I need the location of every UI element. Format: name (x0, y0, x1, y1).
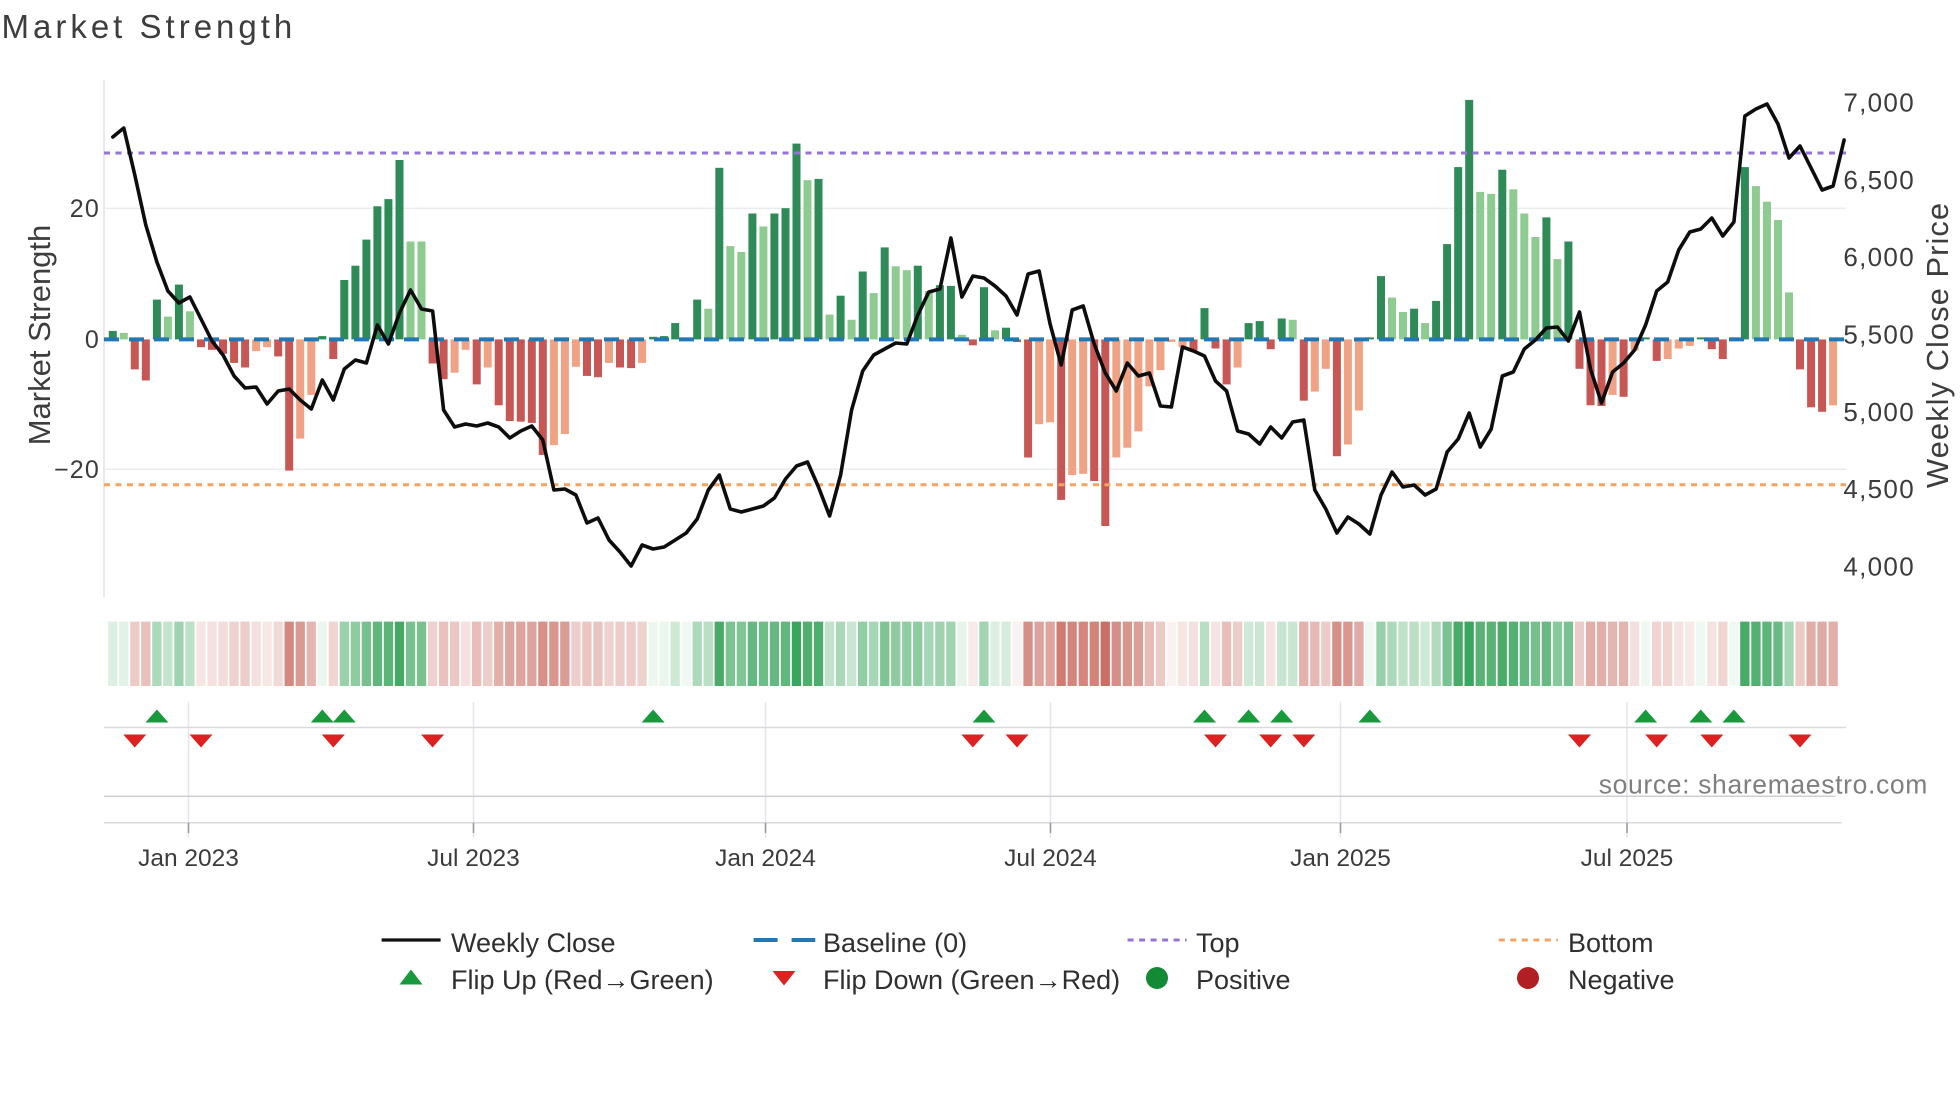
svg-text:Flip Down (Green→Red): Flip Down (Green→Red) (823, 965, 1120, 995)
svg-text:Weekly Close Price: Weekly Close Price (1920, 202, 1955, 488)
svg-text:6,500: 6,500 (1843, 165, 1915, 195)
svg-text:Weekly Close: Weekly Close (451, 928, 616, 958)
svg-text:source: sharemaestro.com: source: sharemaestro.com (1599, 769, 1928, 799)
svg-text:Negative: Negative (1568, 965, 1675, 995)
svg-text:5,500: 5,500 (1843, 320, 1915, 350)
svg-text:7,000: 7,000 (1843, 88, 1915, 118)
svg-text:Baseline (0): Baseline (0) (823, 928, 967, 958)
svg-text:Bottom: Bottom (1568, 928, 1654, 958)
svg-text:Jan 2023: Jan 2023 (138, 845, 239, 872)
svg-text:4,500: 4,500 (1843, 474, 1915, 504)
svg-text:4,000: 4,000 (1843, 552, 1915, 582)
svg-text:−20: −20 (54, 456, 100, 484)
svg-text:Top: Top (1196, 928, 1240, 958)
svg-text:Jul 2023: Jul 2023 (427, 845, 520, 872)
svg-text:Jan 2024: Jan 2024 (715, 845, 816, 872)
svg-text:Jan 2025: Jan 2025 (1290, 845, 1391, 872)
svg-text:Market Strength: Market Strength (2, 8, 297, 45)
svg-text:20: 20 (70, 195, 100, 223)
svg-text:Market Strength: Market Strength (22, 225, 57, 446)
svg-text:Jul 2024: Jul 2024 (1004, 845, 1097, 872)
svg-text:Positive: Positive (1196, 965, 1291, 995)
svg-text:0: 0 (85, 326, 100, 354)
svg-text:5,000: 5,000 (1843, 397, 1915, 427)
svg-text:6,000: 6,000 (1843, 242, 1915, 272)
svg-text:Jul 2025: Jul 2025 (1581, 845, 1674, 872)
svg-text:Flip Up (Red→Green): Flip Up (Red→Green) (451, 965, 714, 995)
